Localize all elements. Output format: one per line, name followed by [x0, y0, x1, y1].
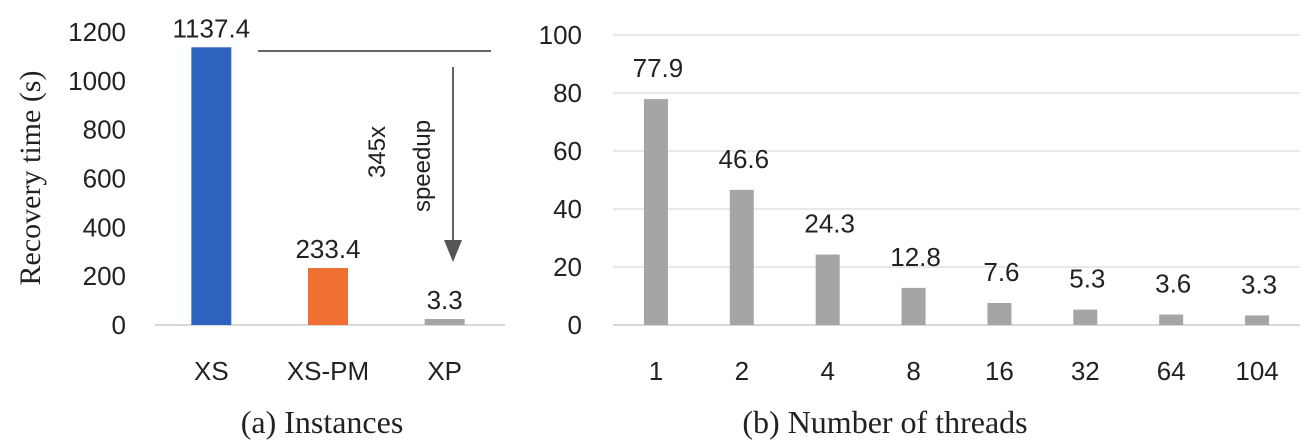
data-label-threads-1: 77.9 [633, 53, 684, 83]
x-tick-label-threads-2: 2 [735, 356, 749, 386]
data-label-threads-4: 24.3 [804, 209, 855, 239]
y-tick-label-a: 600 [83, 164, 126, 194]
caption-a: (a) Instances [241, 404, 404, 440]
x-tick-label-threads-8: 8 [906, 356, 920, 386]
data-label-threads-64: 3.6 [1155, 269, 1191, 299]
data-label-threads-104: 3.3 [1241, 269, 1277, 299]
y-tick-labels-b: 0 20 40 60 80 100 [539, 20, 582, 340]
data-labels-b: 77.9 46.6 24.3 12.8 7.6 5.3 3.6 3.3 [633, 53, 1278, 299]
x-tick-label-threads-64: 64 [1157, 356, 1186, 386]
y-tick-label-a: 0 [112, 310, 126, 340]
bar-threads-16 [987, 302, 1012, 325]
data-label-threads-16: 7.6 [983, 257, 1019, 287]
y-tick-label-b: 80 [553, 78, 582, 108]
bar-xs [191, 47, 232, 326]
bar-threads-104 [1245, 315, 1270, 325]
data-label-xs: 1137.4 [173, 13, 251, 43]
data-label-xs-pm: 233.4 [295, 234, 360, 264]
speedup-annotation: 345x speedup [258, 50, 491, 262]
x-tick-labels-a: XS XS-PM XP [194, 356, 462, 386]
caption-b: (b) Number of threads [742, 404, 1027, 440]
gridlines-b [613, 34, 1300, 326]
speedup-word-label: speedup [409, 120, 436, 212]
y-tick-label-a: 1200 [68, 17, 126, 47]
x-tick-label-xp: XP [427, 356, 462, 386]
x-tick-label-xs: XS [194, 356, 229, 386]
x-tick-label-threads-16: 16 [985, 356, 1014, 386]
y-tick-label-a: 1000 [68, 66, 126, 96]
data-label-threads-32: 5.3 [1069, 264, 1105, 294]
bar-threads-2 [729, 189, 754, 325]
chart-threads: 0 20 40 60 80 100 77.9 46.6 24.3 12.8 7.6 5.3 3.6 3.… [539, 20, 1300, 440]
y-tick-label-b: 100 [539, 20, 582, 50]
y-tick-label-a: 200 [83, 261, 126, 291]
speedup-factor-label: 345x [364, 126, 391, 178]
x-tick-label-threads-32: 32 [1071, 356, 1100, 386]
y-axis-label: Recovery time (s) [14, 71, 47, 286]
y-tick-label-b: 40 [553, 194, 582, 224]
x-tick-label-threads-4: 4 [820, 356, 834, 386]
x-tick-labels-b: 1 2 4 8 16 32 64 104 [649, 356, 1279, 386]
bar-threads-4 [815, 254, 840, 325]
bar-threads-32 [1073, 309, 1098, 325]
y-tick-labels-a: 0 200 400 600 800 1000 1200 [68, 17, 126, 340]
x-tick-label-threads-1: 1 [649, 356, 663, 386]
data-label-threads-8: 12.8 [890, 242, 941, 272]
bar-threads-8 [901, 287, 926, 325]
bar-xp [424, 319, 465, 325]
data-label-threads-2: 46.6 [719, 144, 770, 174]
speedup-arrow-head [444, 240, 462, 262]
y-tick-label-b: 0 [568, 310, 582, 340]
y-tick-label-b: 20 [553, 252, 582, 282]
x-tick-label-xs-pm: XS-PM [287, 356, 369, 386]
y-tick-label-a: 800 [83, 115, 126, 145]
data-labels-a: 1137.4 233.4 3.3 [173, 13, 463, 315]
data-label-xp: 3.3 [427, 285, 463, 315]
bar-threads-1 [643, 99, 668, 325]
y-tick-label-a: 400 [83, 212, 126, 242]
bar-threads-64 [1159, 314, 1184, 325]
bars-b [643, 99, 1270, 325]
x-tick-label-threads-104: 104 [1235, 356, 1278, 386]
bars-a [191, 47, 465, 326]
y-tick-label-b: 60 [553, 136, 582, 166]
bar-xs-pm [308, 268, 348, 325]
